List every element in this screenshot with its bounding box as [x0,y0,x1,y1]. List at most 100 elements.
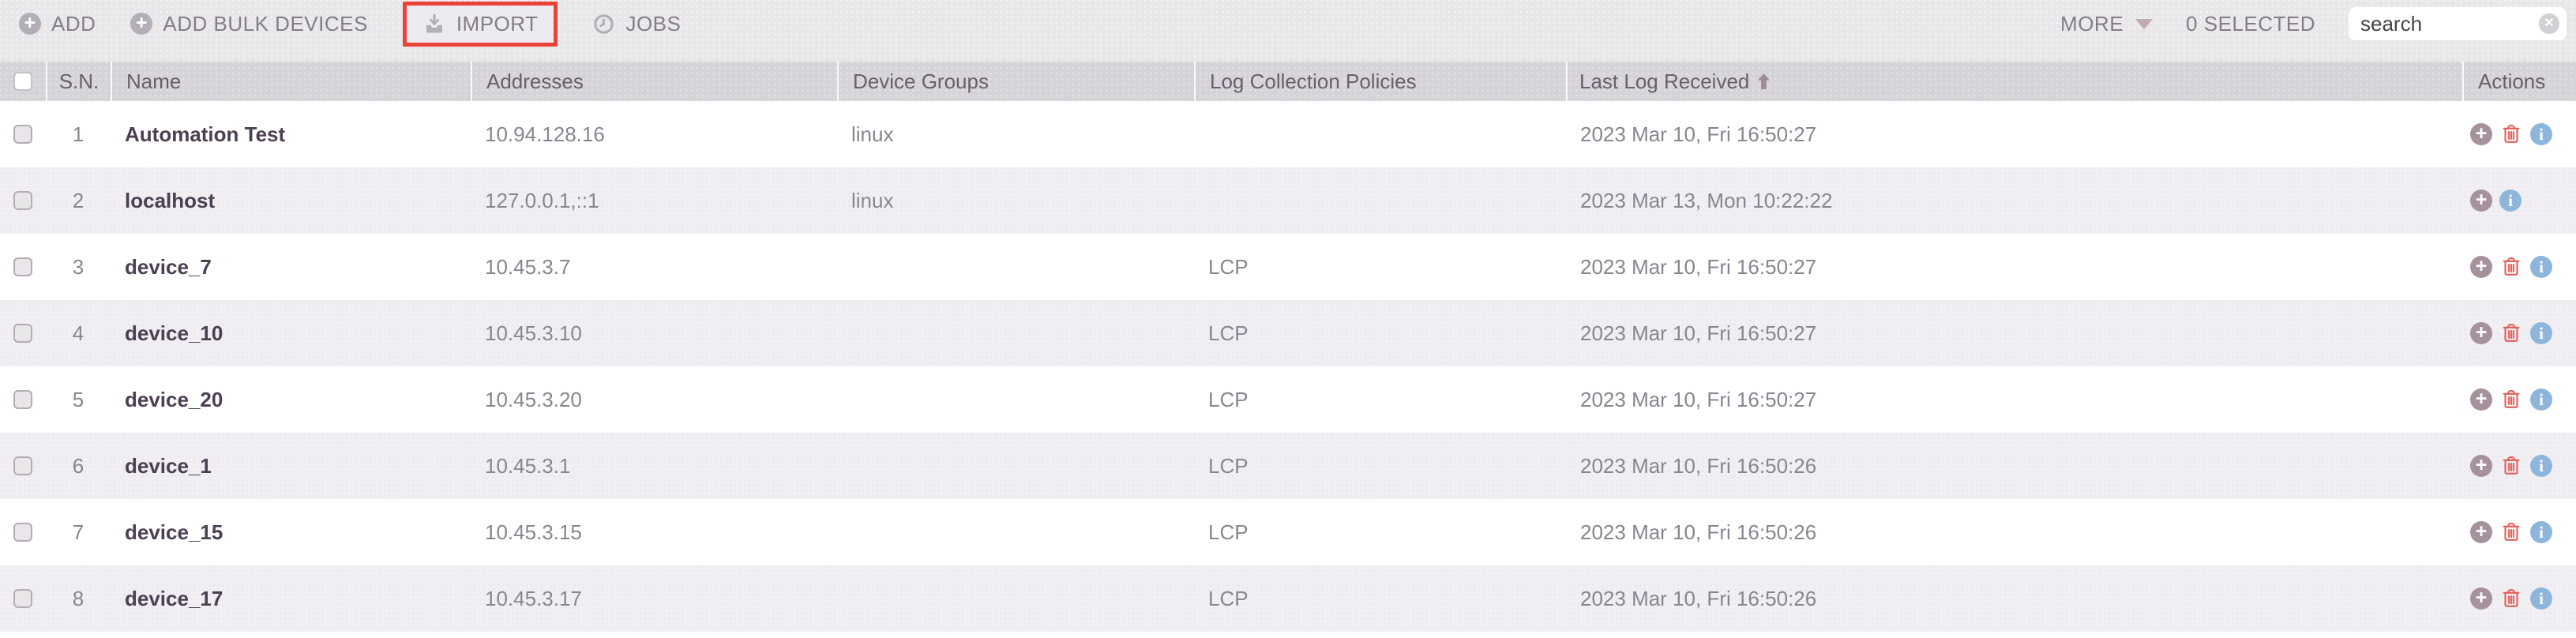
addresses-cell: 10.45.3.10 [485,321,582,345]
device-name: device_20 [125,387,223,411]
sn-cell: 3 [72,254,84,279]
log-collection-policies-cell: LCP [1208,453,1249,478]
actions-cell: + i [2462,388,2576,411]
device-name: device_15 [125,520,223,544]
column-header-device-groups[interactable]: Device Groups [837,62,1194,101]
delete-action-button[interactable] [2499,388,2523,411]
plus-circle-icon: + [130,13,153,35]
toolbar: + ADD + ADD BULK DEVICES IMPORT [0,0,2576,62]
actions-cell: + i [2462,321,2576,345]
row-checkbox[interactable] [13,589,32,608]
last-log-received-cell: 2023 Mar 10, Fri 16:50:26 [1580,453,1817,478]
row-checkbox-cell [0,456,46,475]
info-action-button[interactable]: i [2530,388,2552,411]
row-checkbox[interactable] [13,324,32,343]
info-action-button[interactable]: i [2530,455,2552,477]
info-action-button[interactable]: i [2499,190,2522,212]
last-log-received-cell: 2023 Mar 10, Fri 16:50:26 [1580,520,1817,544]
column-header-sn[interactable]: S.N. [46,62,111,101]
delete-action-button[interactable] [2499,255,2523,279]
trash-icon [2503,522,2520,541]
clear-search-icon[interactable]: ✕ [2539,13,2559,34]
select-all-cell [0,62,46,101]
search-input[interactable] [2360,11,2539,36]
plus-action-button[interactable]: + [2470,190,2492,212]
plus-action-button[interactable]: + [2470,322,2492,344]
column-header-log-collection-policies[interactable]: Log Collection Policies [1194,62,1566,101]
delete-action-button[interactable] [2499,454,2523,478]
selected-count: 0 SELECTED [2186,11,2315,36]
download-icon [426,14,442,33]
device-name: device_10 [125,321,223,345]
row-checkbox-cell [0,191,46,210]
delete-action-button[interactable] [2499,321,2523,345]
import-button-label: IMPORT [456,11,539,36]
sn-cell: 2 [72,188,84,212]
sn-cell: 8 [72,586,84,610]
info-action-button[interactable]: i [2530,123,2552,145]
device-groups-cell: linux [851,122,894,146]
trash-icon [2503,456,2520,475]
import-button[interactable]: IMPORT [402,1,558,47]
info-action-button[interactable]: i [2530,587,2552,610]
table-row: 1 Automation Test 10.94.128.16 linux 2023 Ma… [0,101,2576,167]
addresses-cell: 10.45.3.1 [485,453,571,478]
table-body: 1 Automation Test 10.94.128.16 linux 2023 Ma… [0,101,2576,632]
addresses-cell: 127.0.0.1,::1 [485,188,599,212]
info-action-button[interactable]: i [2530,521,2552,543]
plus-action-button[interactable]: + [2470,123,2492,145]
search-box: ✕ [2349,7,2567,40]
row-checkbox[interactable] [13,191,32,210]
delete-action-button[interactable] [2499,122,2523,146]
row-checkbox[interactable] [13,125,32,144]
column-header-last-log-received[interactable]: Last Log Received [1566,62,2462,101]
add-button[interactable]: + ADD [19,12,96,36]
log-collection-policies-cell: LCP [1208,254,1249,279]
device-name: device_17 [125,586,223,610]
sn-cell: 7 [72,520,84,544]
actions-cell: + i [2462,122,2576,146]
plus-action-button[interactable]: + [2470,455,2492,477]
column-header-name[interactable]: Name [111,62,471,101]
device-name: Automation Test [125,122,286,146]
plus-action-button[interactable]: + [2470,388,2492,411]
table-row: 5 device_20 10.45.3.20 LCP 2023 Mar 10, Fri … [0,366,2576,433]
column-header-addresses[interactable]: Addresses [471,62,837,101]
last-log-received-cell: 2023 Mar 10, Fri 16:50:26 [1580,586,1817,610]
delete-action-button[interactable] [2499,520,2523,544]
table-row: 2 localhost 127.0.0.1,::1 linux 2023 Mar 13,… [0,167,2576,234]
add-bulk-devices-button[interactable]: + ADD BULK DEVICES [130,12,367,36]
sn-cell: 1 [72,122,84,146]
row-checkbox-cell [0,324,46,343]
row-checkbox-cell [0,257,46,276]
row-checkbox[interactable] [13,257,32,276]
addresses-cell: 10.45.3.15 [485,520,582,544]
column-header-actions: Actions [2462,62,2576,101]
last-log-received-cell: 2023 Mar 10, Fri 16:50:27 [1580,254,1817,279]
trash-icon [2503,389,2520,408]
plus-circle-icon: + [19,13,41,35]
sn-cell: 6 [72,453,84,478]
info-action-button[interactable]: i [2530,322,2552,344]
actions-cell: + i [2462,587,2576,610]
log-collection-policies-cell: LCP [1208,321,1249,345]
sn-cell: 5 [72,387,84,411]
row-checkbox[interactable] [13,390,32,409]
jobs-button[interactable]: JOBS [592,12,681,36]
more-button[interactable]: MORE [2060,12,2154,36]
table-header: S.N. Name Addresses Device Groups Log Co… [0,62,2576,101]
select-all-checkbox[interactable] [13,72,32,91]
toolbar-right-group: MORE 0 SELECTED ✕ [2060,7,2567,40]
plus-action-button[interactable]: + [2470,521,2492,543]
plus-action-button[interactable]: + [2470,587,2492,610]
row-checkbox[interactable] [13,523,32,542]
row-checkbox[interactable] [13,456,32,475]
last-log-received-cell: 2023 Mar 13, Mon 10:22:22 [1580,188,1833,212]
table-row: 6 device_1 10.45.3.1 LCP 2023 Mar 10, Fri 16… [0,433,2576,499]
plus-action-button[interactable]: + [2470,256,2492,278]
addresses-cell: 10.45.3.20 [485,387,582,411]
info-action-button[interactable]: i [2530,256,2552,278]
delete-action-button[interactable] [2499,587,2523,610]
row-checkbox-cell [0,390,46,409]
